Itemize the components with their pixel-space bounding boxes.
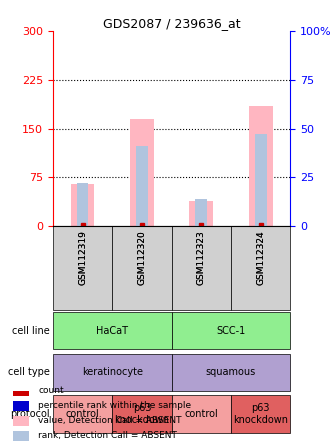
FancyBboxPatch shape xyxy=(112,396,172,433)
Text: keratinocyte: keratinocyte xyxy=(82,368,143,377)
Title: GDS2087 / 239636_at: GDS2087 / 239636_at xyxy=(103,17,241,30)
FancyBboxPatch shape xyxy=(172,312,290,349)
Bar xyxy=(71,184,94,226)
Text: cell type: cell type xyxy=(8,368,50,377)
Bar xyxy=(13,401,29,411)
Text: cell line: cell line xyxy=(12,325,50,336)
Bar xyxy=(189,202,213,226)
Text: SCC-1: SCC-1 xyxy=(216,325,246,336)
Text: squamous: squamous xyxy=(206,368,256,377)
Text: GSM112324: GSM112324 xyxy=(256,230,265,285)
Bar xyxy=(13,386,29,396)
Text: value, Detection Call = ABSENT: value, Detection Call = ABSENT xyxy=(38,416,182,425)
Bar xyxy=(255,135,267,226)
Bar xyxy=(77,183,88,226)
Bar xyxy=(249,106,273,226)
FancyBboxPatch shape xyxy=(53,312,172,349)
Text: GSM112319: GSM112319 xyxy=(78,230,87,285)
FancyBboxPatch shape xyxy=(231,226,290,310)
Bar xyxy=(130,119,154,226)
Text: GSM112319: GSM112319 xyxy=(78,230,87,285)
FancyBboxPatch shape xyxy=(112,226,172,310)
Text: count: count xyxy=(38,386,64,395)
Text: GSM112320: GSM112320 xyxy=(137,230,147,285)
Bar xyxy=(195,199,207,226)
FancyBboxPatch shape xyxy=(172,396,231,433)
Text: protocol: protocol xyxy=(10,409,50,419)
FancyBboxPatch shape xyxy=(53,226,112,310)
Text: HaCaT: HaCaT xyxy=(96,325,128,336)
Text: control: control xyxy=(66,409,99,419)
FancyBboxPatch shape xyxy=(53,353,172,391)
Bar xyxy=(13,416,29,426)
FancyBboxPatch shape xyxy=(231,396,290,433)
FancyBboxPatch shape xyxy=(172,353,290,391)
Text: p63
knockdown: p63 knockdown xyxy=(115,404,169,425)
FancyBboxPatch shape xyxy=(53,396,112,433)
FancyBboxPatch shape xyxy=(172,226,231,310)
Text: GSM112320: GSM112320 xyxy=(137,230,147,285)
Text: GSM112323: GSM112323 xyxy=(197,230,206,285)
Text: p63
knockdown: p63 knockdown xyxy=(233,404,288,425)
Text: GSM112323: GSM112323 xyxy=(197,230,206,285)
Text: control: control xyxy=(184,409,218,419)
Bar xyxy=(13,431,29,441)
Text: percentile rank within the sample: percentile rank within the sample xyxy=(38,401,191,410)
Text: GSM112324: GSM112324 xyxy=(256,230,265,285)
Bar xyxy=(136,146,148,226)
Text: rank, Detection Call = ABSENT: rank, Detection Call = ABSENT xyxy=(38,431,177,440)
